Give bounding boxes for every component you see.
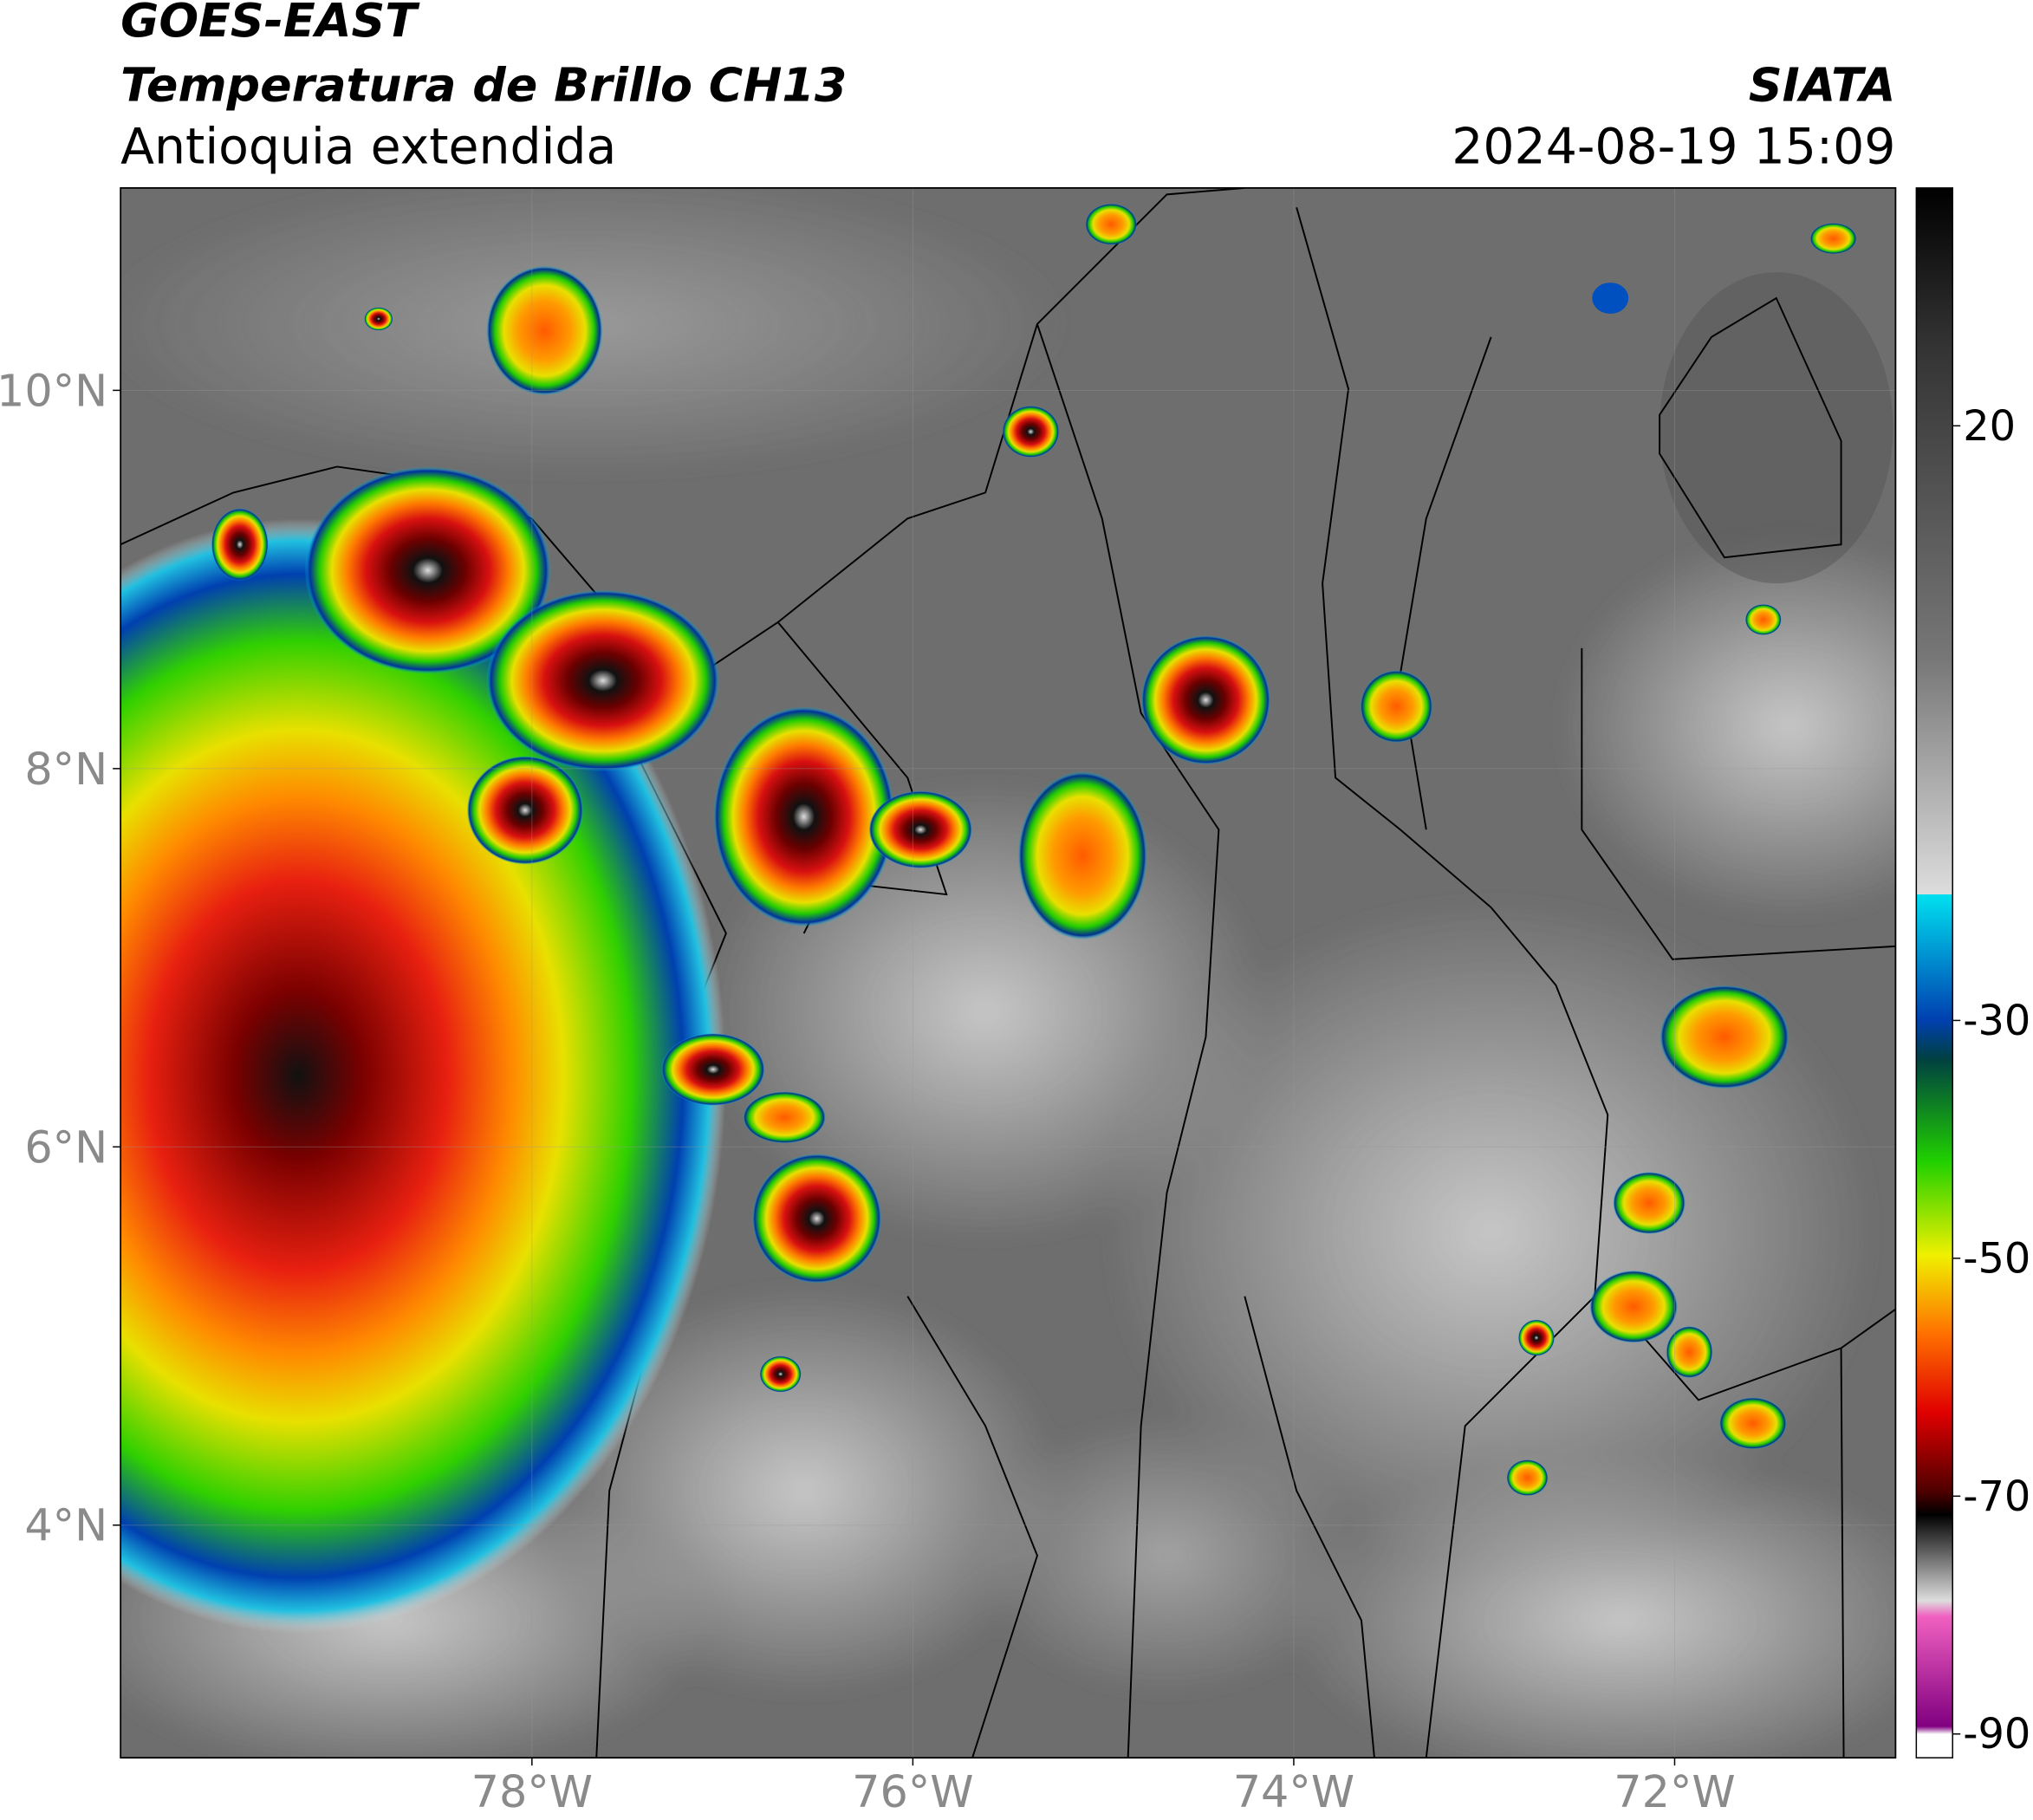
colorbar-tick-label: -30 xyxy=(1963,998,2030,1045)
y-tick-label: 10°N xyxy=(0,365,107,416)
colorbar-tick-label: -50 xyxy=(1963,1235,2030,1283)
x-tick-label: 78°W xyxy=(471,1766,593,1817)
colorbar-tick-label: -90 xyxy=(1963,1711,2030,1758)
colorbar xyxy=(1915,187,1953,1758)
x-tick-label: 74°W xyxy=(1233,1766,1354,1817)
y-tick-label: 6°N xyxy=(24,1121,107,1173)
colorbar-tick-label: -70 xyxy=(1963,1473,2030,1521)
satellite-image xyxy=(120,187,1896,1758)
y-tick-label: 8°N xyxy=(24,744,107,795)
colorbar-tick-label: 20 xyxy=(1963,403,2016,451)
datetime: 2024-08-19 15:09 xyxy=(1452,118,1895,175)
map-frame xyxy=(120,186,1897,1759)
x-tick-label: 72°W xyxy=(1614,1766,1735,1817)
y-tick-label: 4°N xyxy=(24,1500,107,1551)
source: SIATA xyxy=(1749,58,1896,113)
title: GOES-EAST xyxy=(120,0,420,48)
x-tick-label: 76°W xyxy=(852,1766,973,1817)
subtitle: Temperatura de Brillo CH13 xyxy=(120,58,847,113)
region: Antioquia extendida xyxy=(120,118,616,175)
